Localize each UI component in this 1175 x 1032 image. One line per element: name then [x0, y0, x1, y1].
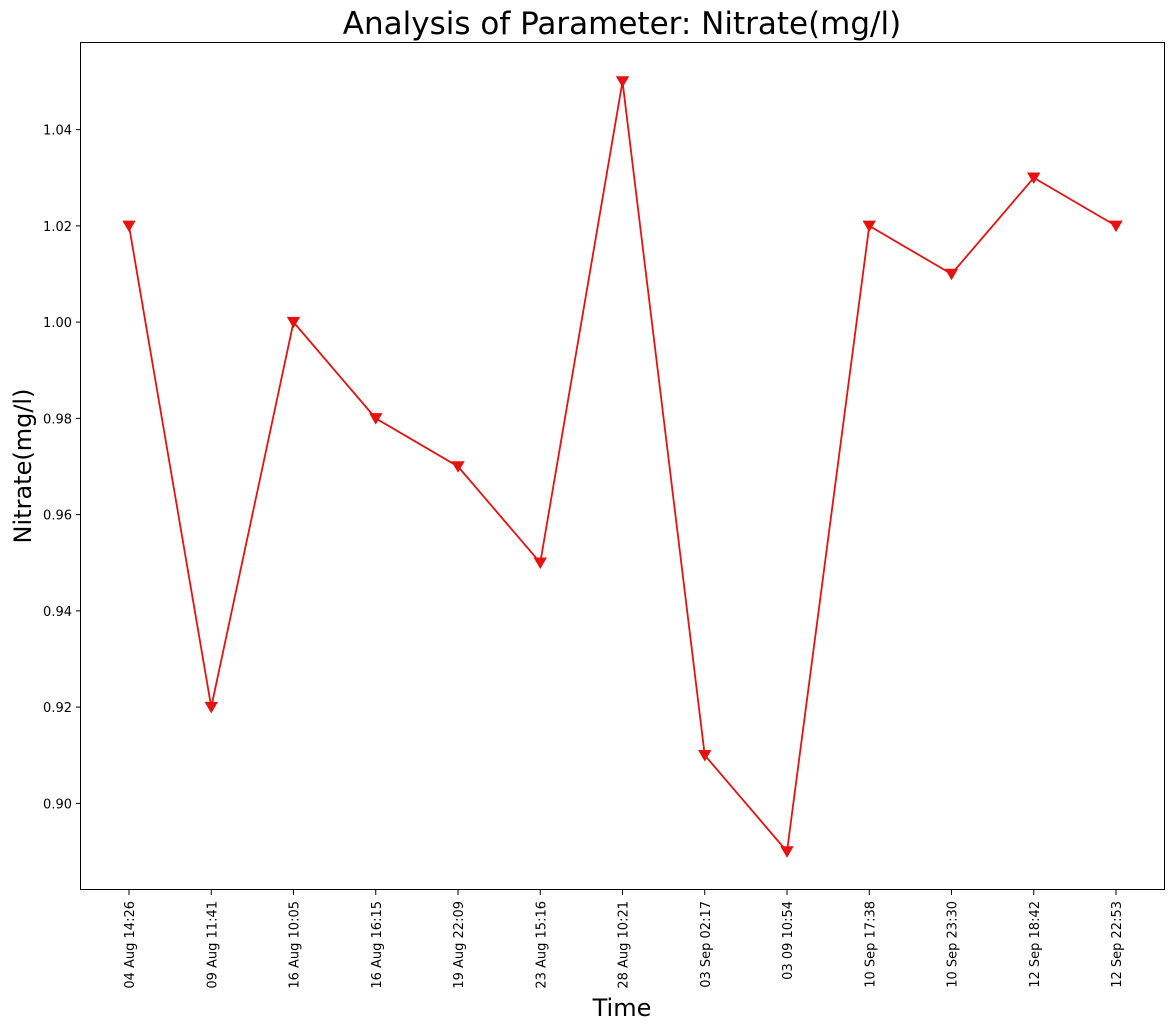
y-axis: 0.90 0.92 0.94 0.96 0.98 1.00 1.02 1.04: [43, 124, 81, 812]
data-point-marker: [944, 268, 959, 281]
x-tick-label: 16 Aug 10:05: [288, 901, 303, 989]
x-tick-label: 10 Sep 17:38: [863, 901, 878, 988]
data-point-marker: [615, 76, 630, 88]
x-axis: 04 Aug 14:26 09 Aug 11:41 16 Aug 10:05 16 A…: [123, 890, 1125, 989]
y-tick-label: 1.02: [43, 220, 72, 235]
data-point-marker: [204, 701, 218, 714]
series-line: [128, 81, 1117, 854]
data-point-marker: [862, 220, 876, 233]
data-point-marker: [1027, 172, 1041, 184]
x-tick-label: 10 Sep 23:30: [946, 901, 961, 988]
y-tick-label: 1.00: [43, 316, 72, 331]
data-point-marker: [698, 750, 712, 762]
x-tick-label: 19 Aug 22:09: [452, 901, 467, 989]
x-tick-label: 04 Aug 14:26: [123, 901, 138, 989]
x-axis-label: Time: [592, 994, 652, 1022]
x-tick-label: 03 Sep 02:17: [699, 901, 714, 988]
x-tick-label: 16 Aug 16:15: [370, 901, 385, 989]
data-point-marker: [1109, 220, 1123, 233]
chart-title: Analysis of Parameter: Nitrate(mg/l): [343, 6, 901, 42]
x-tick-label: 09 Aug 11:41: [205, 901, 220, 989]
y-tick-label: 0.98: [43, 412, 72, 427]
y-tick-label: 1.04: [43, 124, 72, 139]
plot-frame: [80, 42, 1165, 890]
data-point-marker: [369, 413, 383, 425]
y-tick-label: 0.90: [43, 797, 72, 812]
x-tick-label: 28 Aug 10:21: [617, 901, 632, 989]
data-point-marker: [533, 557, 547, 569]
series-layer: [122, 76, 1123, 858]
data-point-marker: [286, 316, 301, 329]
x-tick-label: 12 Sep 18:42: [1028, 901, 1043, 988]
data-point-marker: [451, 461, 465, 473]
y-tick-label: 0.96: [43, 509, 72, 524]
y-tick-label: 0.94: [43, 605, 72, 620]
data-point-marker: [122, 220, 136, 233]
y-axis-label: Nitrate(mg/l): [9, 389, 37, 544]
y-tick-label: 0.92: [43, 701, 72, 716]
x-tick-label: 23 Aug 15:16: [534, 901, 549, 989]
x-tick-label: 12 Sep 22:53: [1110, 901, 1125, 988]
data-point-marker: [780, 846, 794, 858]
x-tick-label: 03 09 10:54: [781, 901, 796, 980]
